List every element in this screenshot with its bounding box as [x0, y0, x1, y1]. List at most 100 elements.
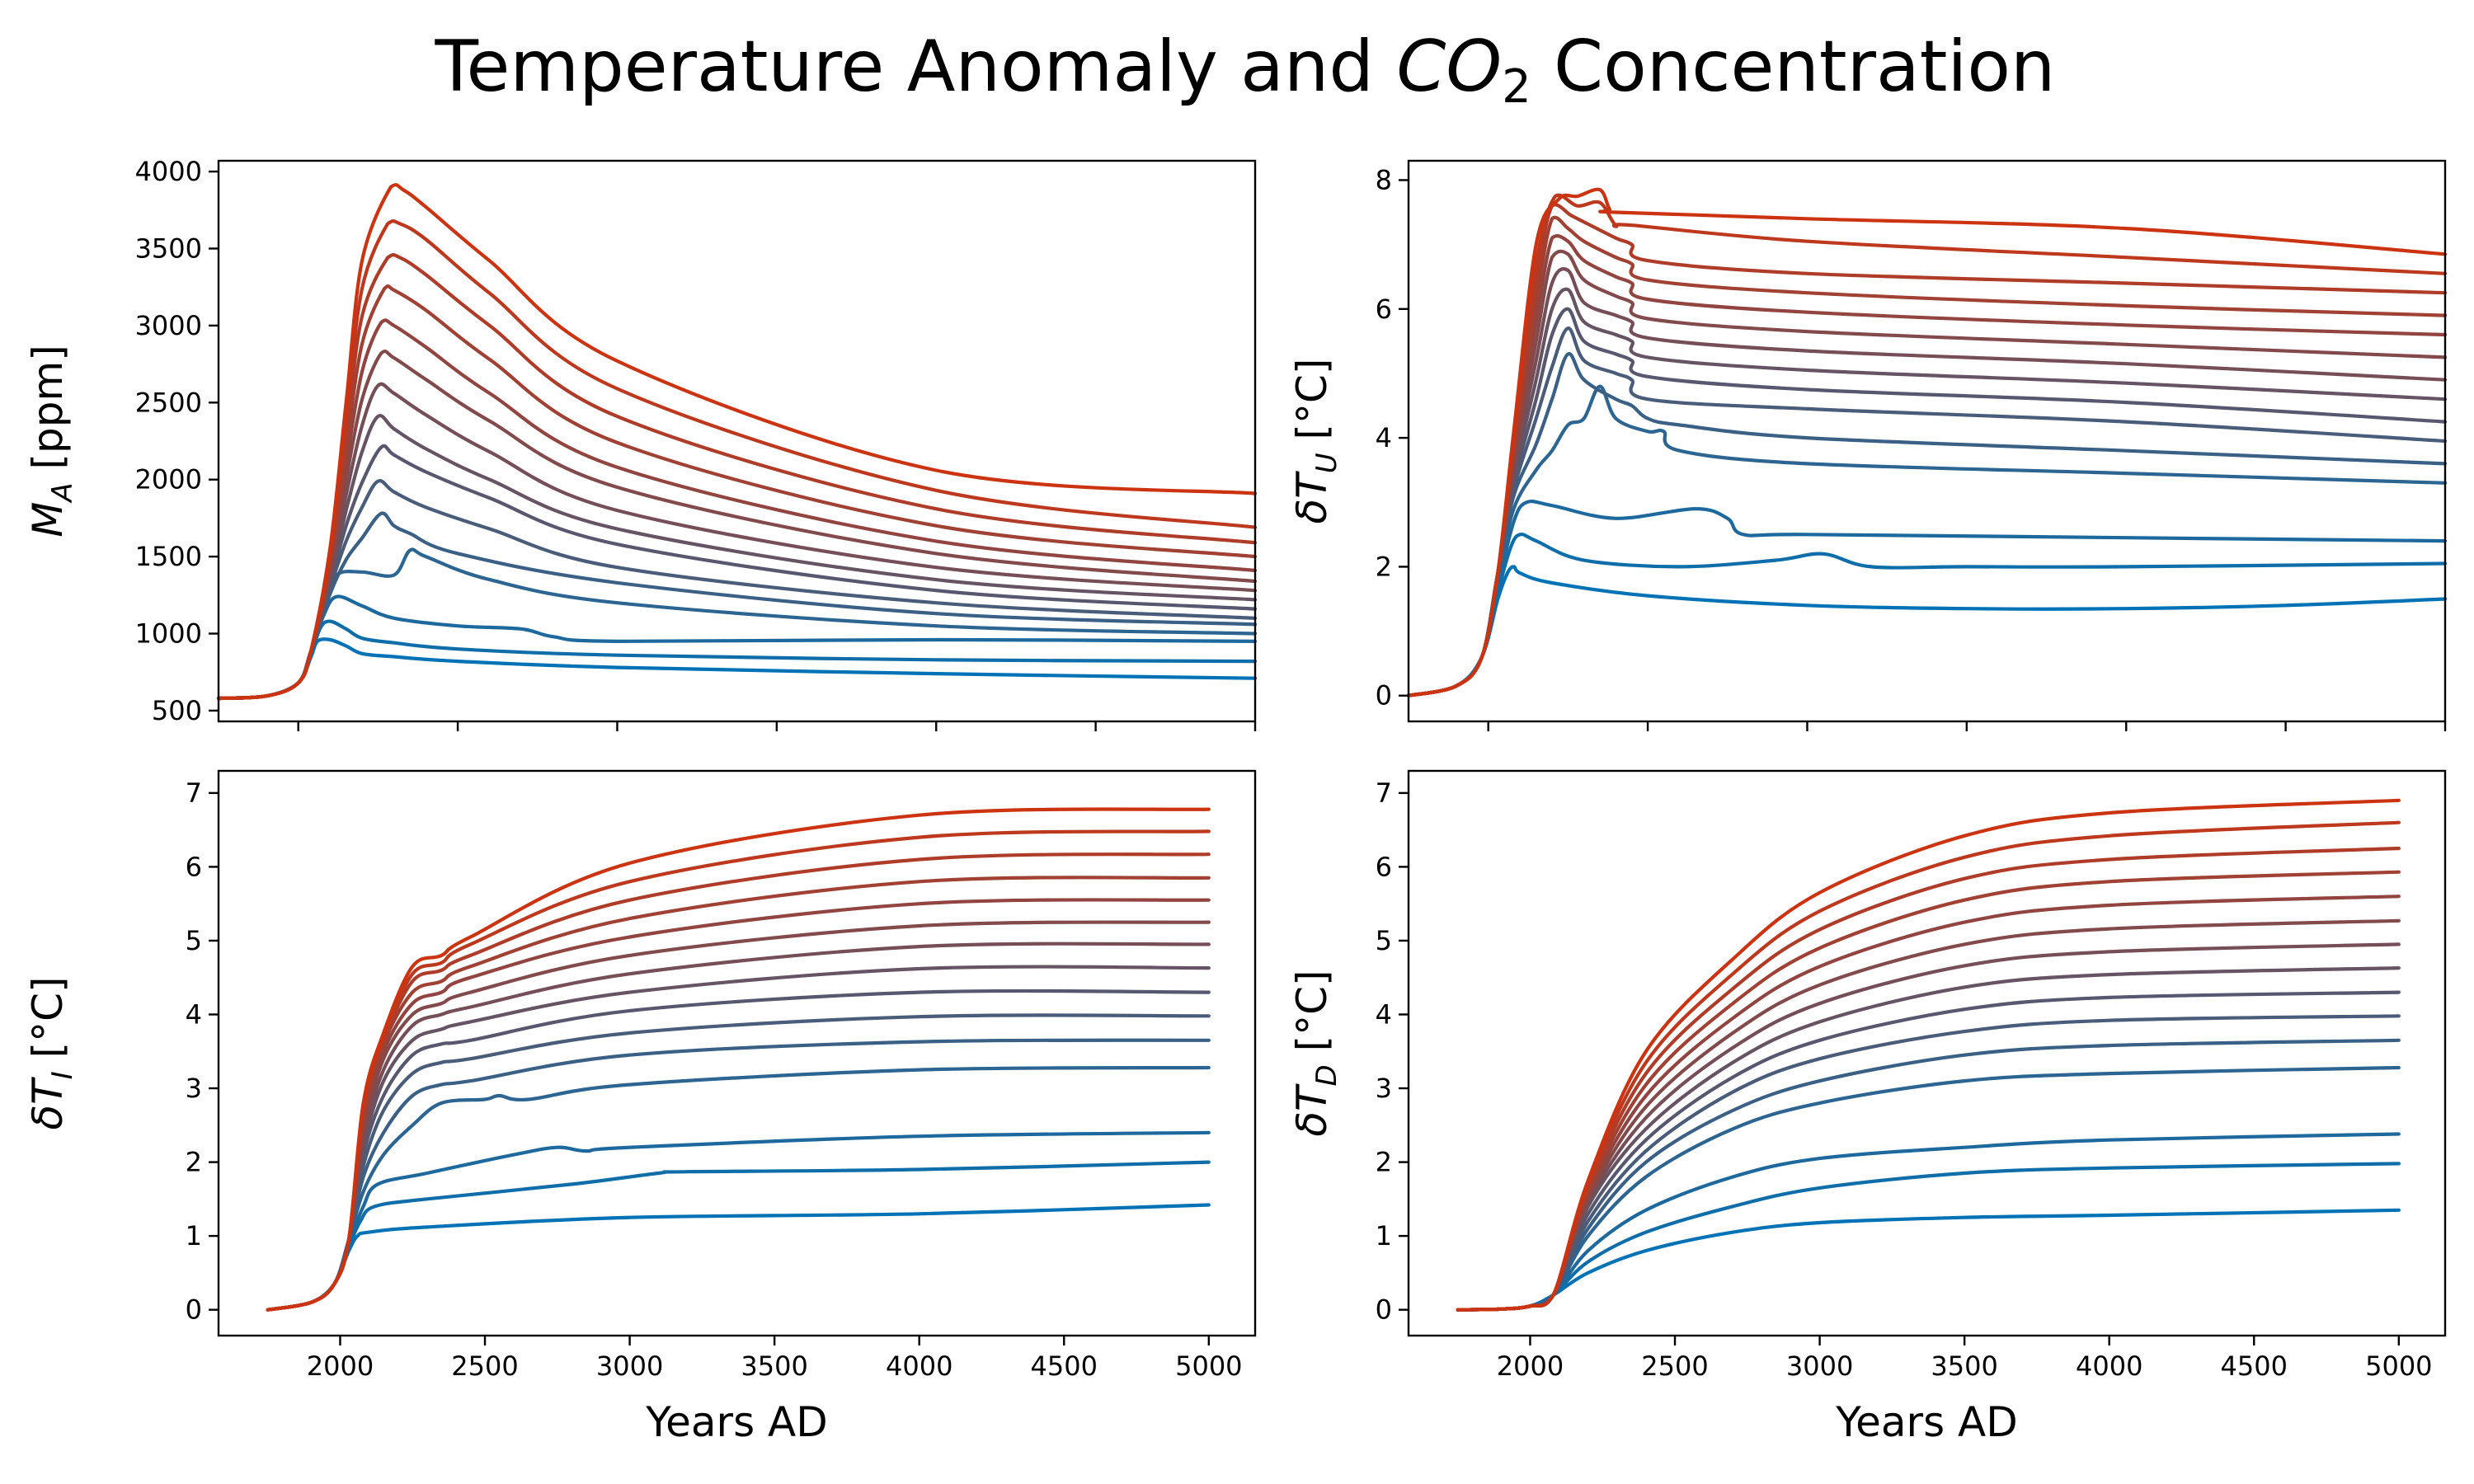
x-tick-label: 2000 — [1497, 1350, 1564, 1382]
title-co2-subscript: 2 — [1502, 60, 1531, 114]
panel-deep-temp: 2000 2500 3000 3500 4000 4500 5000 0 1 2 3 4 5 6 7 δTD … — [1288, 769, 2447, 1446]
x-tick-label: 4000 — [886, 1350, 952, 1382]
y-tick-label: 7 — [186, 777, 202, 809]
y-axis-label-subscript: A — [46, 482, 79, 503]
y-axis-label-unit: [ppm] — [24, 345, 72, 482]
y-axis-label-main: δT — [24, 1077, 72, 1130]
plot-frame — [1407, 769, 2447, 1337]
y-tick-label: 3000 — [135, 310, 202, 341]
y-axis-label-subscript: D — [1310, 1064, 1343, 1086]
panel-intermediate-temp: 2000 2500 3000 3500 4000 4500 5000 0 1 2 3 4 5 6 7 δTI … — [24, 769, 1257, 1446]
y-axis-label: δTU [°C] — [1288, 359, 1343, 524]
series-line-13 — [1406, 203, 2448, 697]
plot-frame — [217, 769, 1257, 1337]
series-line-11 — [1456, 895, 2401, 1312]
plot-frame — [1407, 159, 2447, 723]
y-tick-label: 4 — [186, 998, 202, 1030]
title-prefix: Temperature Anomaly and — [435, 26, 1397, 108]
series-line-1 — [216, 637, 1258, 701]
y-tick-label: 4 — [1376, 998, 1392, 1030]
x-tick-label: 3000 — [596, 1350, 663, 1382]
title-suffix: Concentration — [1531, 26, 2056, 108]
series-line-5 — [1406, 352, 2448, 697]
y-tick-label: 4000 — [135, 156, 202, 187]
series-line-15 — [1406, 187, 2448, 697]
y-tick-label: 500 — [152, 695, 202, 726]
series-line-4 — [266, 1065, 1211, 1312]
y-axis-label-subscript: U — [1310, 453, 1343, 473]
series-line-15 — [1456, 798, 2401, 1312]
y-tick-label: 8 — [1376, 164, 1392, 195]
y-tick-label: 4 — [1376, 422, 1392, 453]
figure-title: Temperature Anomaly and CO2 Concentratio… — [435, 26, 2056, 114]
series-line-2 — [266, 1160, 1211, 1312]
x-tick-label: 2500 — [1641, 1350, 1708, 1382]
subplot-grid: 500 1000 1500 2000 2500 3000 3500 4000 MA [ppm] 0… — [24, 156, 2448, 1446]
series-line-14 — [266, 829, 1211, 1312]
x-tick-label: 3500 — [1931, 1350, 1997, 1382]
y-axis-label: MA [ppm] — [24, 345, 79, 538]
panel-atmospheric-co2: 500 1000 1500 2000 2500 3000 3500 4000 MA [ppm] — [24, 156, 1258, 731]
y-tick-label: 2 — [1376, 551, 1392, 582]
y-tick-label: 3 — [186, 1073, 202, 1104]
y-tick-label: 1000 — [135, 618, 202, 650]
y-tick-label: 5 — [1376, 925, 1392, 956]
panel-upper-temp: 0 2 4 6 8 δTU [°C] — [1288, 159, 2448, 731]
series-line-7 — [1406, 307, 2448, 697]
y-tick-label: 1 — [186, 1220, 202, 1252]
x-tick-label: 4000 — [2076, 1350, 2142, 1382]
x-tick-label: 4500 — [1031, 1350, 1098, 1382]
series-line-1 — [266, 1203, 1211, 1312]
y-axis-label-main: δT — [1288, 1083, 1336, 1137]
y-tick-label: 6 — [1376, 851, 1392, 882]
y-tick-label: 3500 — [135, 232, 202, 264]
series-line-3 — [266, 1130, 1211, 1312]
series-line-9 — [216, 382, 1258, 701]
y-axis-label-main: M — [24, 502, 72, 538]
series-line-2 — [1406, 532, 2448, 697]
x-tick-label: 2000 — [307, 1350, 374, 1382]
y-tick-label: 3 — [1376, 1073, 1392, 1104]
y-tick-label: 1500 — [135, 541, 202, 572]
series-line-15 — [216, 183, 1258, 701]
y-tick-label: 7 — [1376, 777, 1392, 809]
series-line-3 — [1406, 499, 2448, 697]
y-axis-label-main: δT — [1288, 471, 1336, 524]
x-axis-label: Years AD — [1835, 1398, 2018, 1446]
y-axis-label-unit: [°C] — [24, 977, 72, 1072]
x-tick-label: 5000 — [1175, 1350, 1242, 1382]
plot-frame — [217, 159, 1257, 723]
x-tick-label: 4500 — [2221, 1350, 2288, 1382]
y-tick-label: 0 — [186, 1294, 202, 1326]
series-line-10 — [1456, 918, 2401, 1312]
series-line-1 — [1406, 565, 2448, 697]
series-line-12 — [216, 284, 1258, 701]
series-line-6 — [1406, 326, 2448, 697]
x-tick-label: 3000 — [1786, 1350, 1853, 1382]
y-tick-label: 0 — [1376, 1294, 1392, 1326]
x-tick-label: 5000 — [2365, 1350, 2432, 1382]
y-axis-label-unit: [°C] — [1288, 970, 1336, 1064]
x-axis-label: Years AD — [645, 1398, 828, 1446]
y-tick-label: 5 — [186, 925, 202, 956]
series-line-10 — [216, 350, 1258, 701]
y-tick-label: 1 — [1376, 1220, 1392, 1252]
title-co2: CO — [1396, 26, 1502, 108]
series-line-2 — [216, 619, 1258, 701]
y-axis-label: δTI [°C] — [24, 977, 79, 1130]
y-tick-label: 2500 — [135, 387, 202, 418]
y-tick-label: 2000 — [135, 464, 202, 495]
y-axis-label: δTD [°C] — [1288, 970, 1343, 1136]
series-line-12 — [1456, 870, 2401, 1312]
x-tick-label: 2500 — [451, 1350, 518, 1382]
y-axis-label-unit: [°C] — [1288, 359, 1336, 453]
series-line-11 — [1406, 234, 2448, 697]
y-axis-label-subscript: I — [46, 1071, 79, 1079]
series-line-15 — [266, 807, 1211, 1312]
y-tick-label: 6 — [1376, 294, 1392, 325]
y-tick-label: 2 — [1376, 1147, 1392, 1178]
x-tick-label: 3500 — [741, 1350, 807, 1382]
y-tick-label: 2 — [186, 1147, 202, 1178]
series-line-14 — [1456, 820, 2401, 1312]
